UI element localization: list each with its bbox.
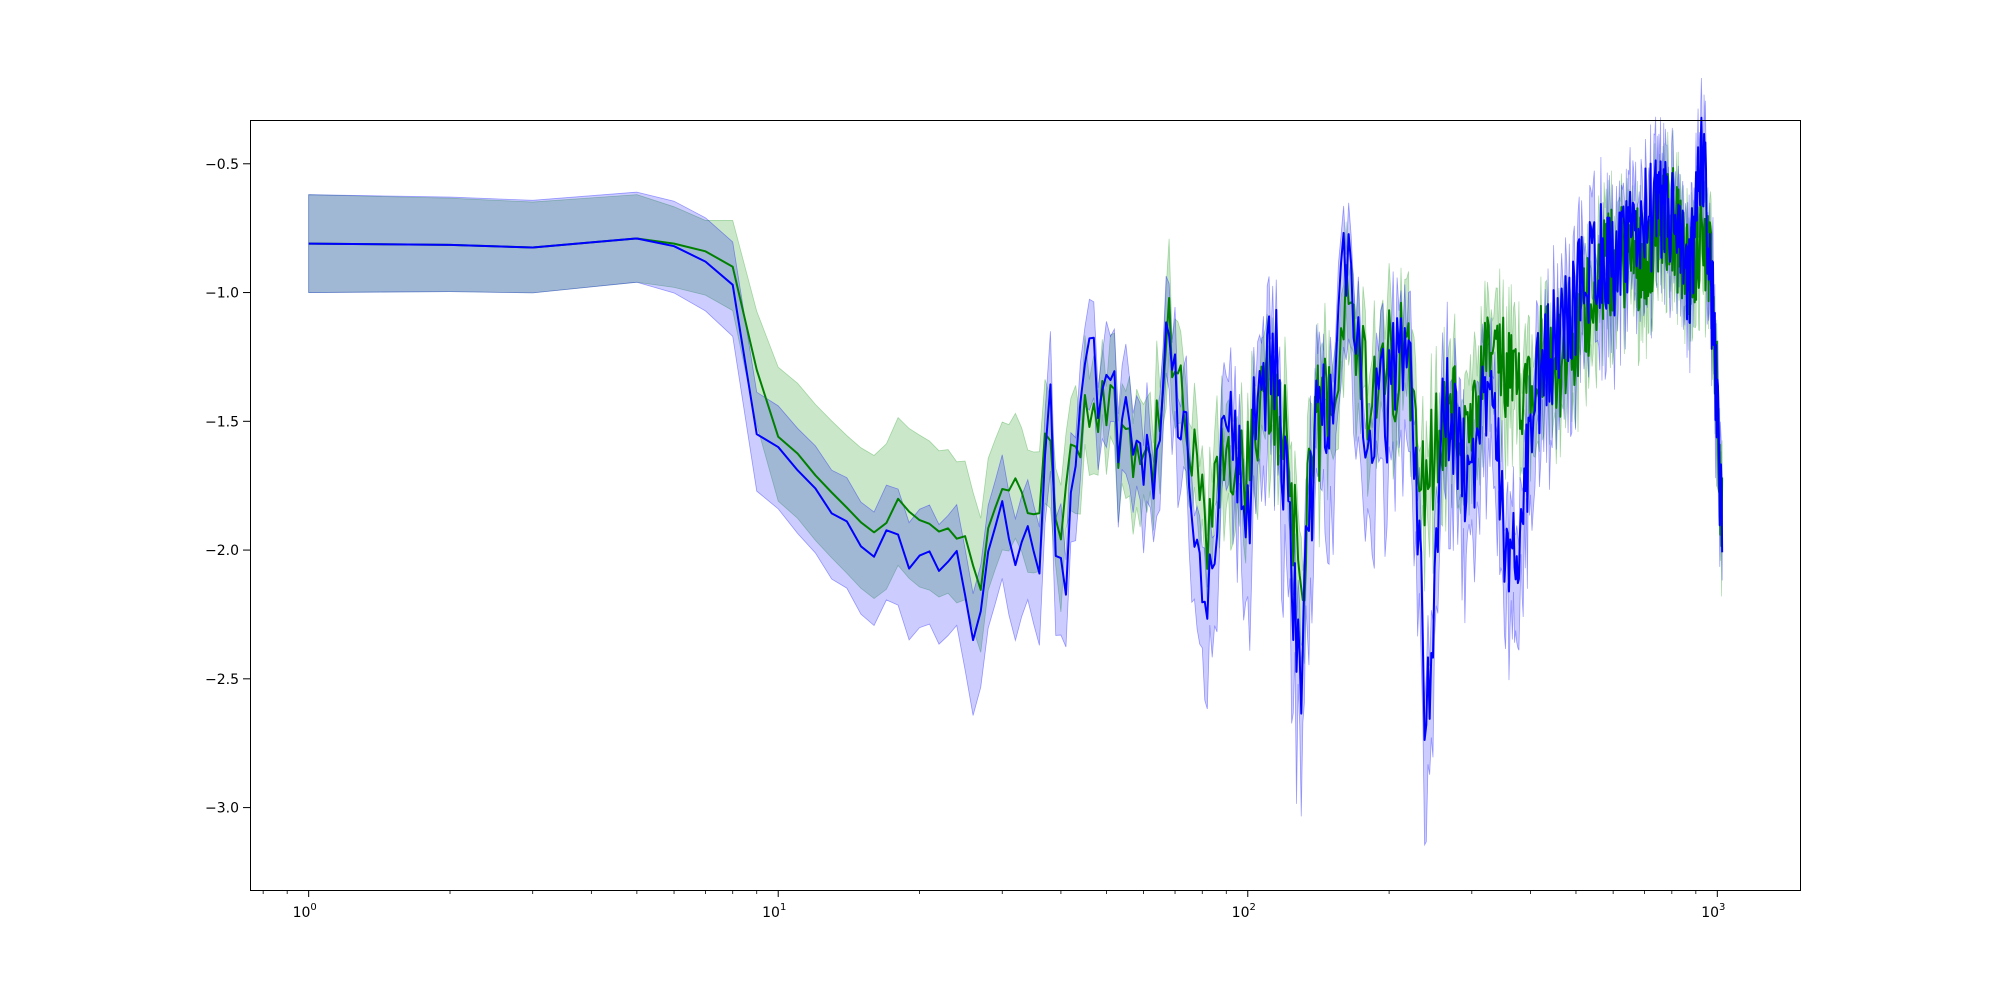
y-tick-label: −3.0 xyxy=(205,801,239,817)
series-2-line xyxy=(308,116,1724,742)
x-tick-label: 102 xyxy=(1232,902,1256,921)
y-tick-label: −2.0 xyxy=(205,543,239,559)
series-lines xyxy=(308,116,1724,742)
x-axis: 100 101 102 103 xyxy=(262,890,1725,921)
y-tick-label: −2.5 xyxy=(205,672,239,688)
x-tick-label: 101 xyxy=(762,902,786,921)
y-tick-label: −0.5 xyxy=(205,157,239,173)
y-axis: −0.5 −1.0 −1.5 −2.0 −2.5 −3.0 xyxy=(205,157,250,817)
x-tick-label: 103 xyxy=(1701,902,1725,921)
y-tick-label: −1.0 xyxy=(205,286,239,302)
confidence-bands xyxy=(308,78,1723,847)
plot-frame xyxy=(250,120,1801,891)
y-tick-label: −1.5 xyxy=(205,414,239,430)
series-2-band xyxy=(308,78,1723,847)
x-tick-label: 100 xyxy=(293,902,317,921)
